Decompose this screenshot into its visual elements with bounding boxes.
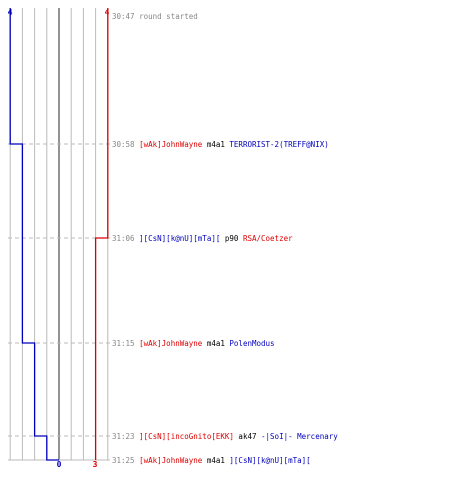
event-weapon: p90 [220, 234, 239, 243]
event-guide-lines [8, 143, 112, 461]
event-time: 30:47 [112, 12, 135, 21]
event-killer: [wAk]JohnWayne [135, 339, 203, 348]
red-bottom-count: 3 [93, 460, 98, 469]
event-victim: -|SoI|- Mercenary [257, 432, 339, 441]
axis-count-labels: 4 4 0 3 [8, 8, 110, 469]
player-count-grid [9, 8, 109, 461]
event-weapon: m4a1 [202, 339, 225, 348]
event-row: 30:47 round started [112, 12, 198, 21]
event-time: 31:15 [112, 339, 135, 348]
event-time: 31:06 [112, 234, 135, 243]
event-killer: [wAk]JohnWayne [135, 140, 203, 149]
event-victim: TERRORIST-2(TREFF@NIX) [225, 140, 329, 149]
event-victim: PolenModus [225, 339, 275, 348]
event-time: 31:25 [112, 456, 135, 465]
event-row: 31:06 ][CsN][k@nU][mTa][ p90 RSA/Coetzer [112, 234, 293, 243]
event-killer: ][CsN][k@nU][mTa][ [135, 234, 221, 243]
event-row: 31:25 [wAk]JohnWayne m4a1 ][CsN][k@nU][m… [112, 456, 311, 465]
team-alive-step-lines [9, 8, 109, 461]
red-team-alive-line [94, 8, 109, 460]
event-weapon: ak47 [234, 432, 257, 441]
red-top-count: 4 [105, 8, 110, 17]
event-time: 30:58 [112, 140, 135, 149]
event-killer: [wAk]JohnWayne [135, 456, 203, 465]
event-system-message: round started [135, 12, 198, 21]
blue-team-alive-line [9, 8, 59, 461]
event-victim: RSA/Coetzer [238, 234, 293, 243]
event-victim: ][CsN][k@nU][mTa][ [225, 456, 311, 465]
event-log: 30:47 round started 30:58 [wAk]JohnWayne … [112, 12, 338, 465]
event-weapon: m4a1 [202, 456, 225, 465]
event-row: 30:58 [wAk]JohnWayne m4a1 TERRORIST-2(TR… [112, 140, 329, 149]
event-row: 31:15 [wAk]JohnWayne m4a1 PolenModus [112, 339, 275, 348]
event-killer: ][CsN][incoGnito[EKK] [135, 432, 234, 441]
blue-bottom-count: 0 [57, 460, 62, 469]
blue-top-count: 4 [8, 8, 13, 17]
event-time: 31:23 [112, 432, 135, 441]
event-weapon: m4a1 [202, 140, 225, 149]
event-row: 31:23 ][CsN][incoGnito[EKK] ak47 -|SoI|-… [112, 432, 338, 441]
